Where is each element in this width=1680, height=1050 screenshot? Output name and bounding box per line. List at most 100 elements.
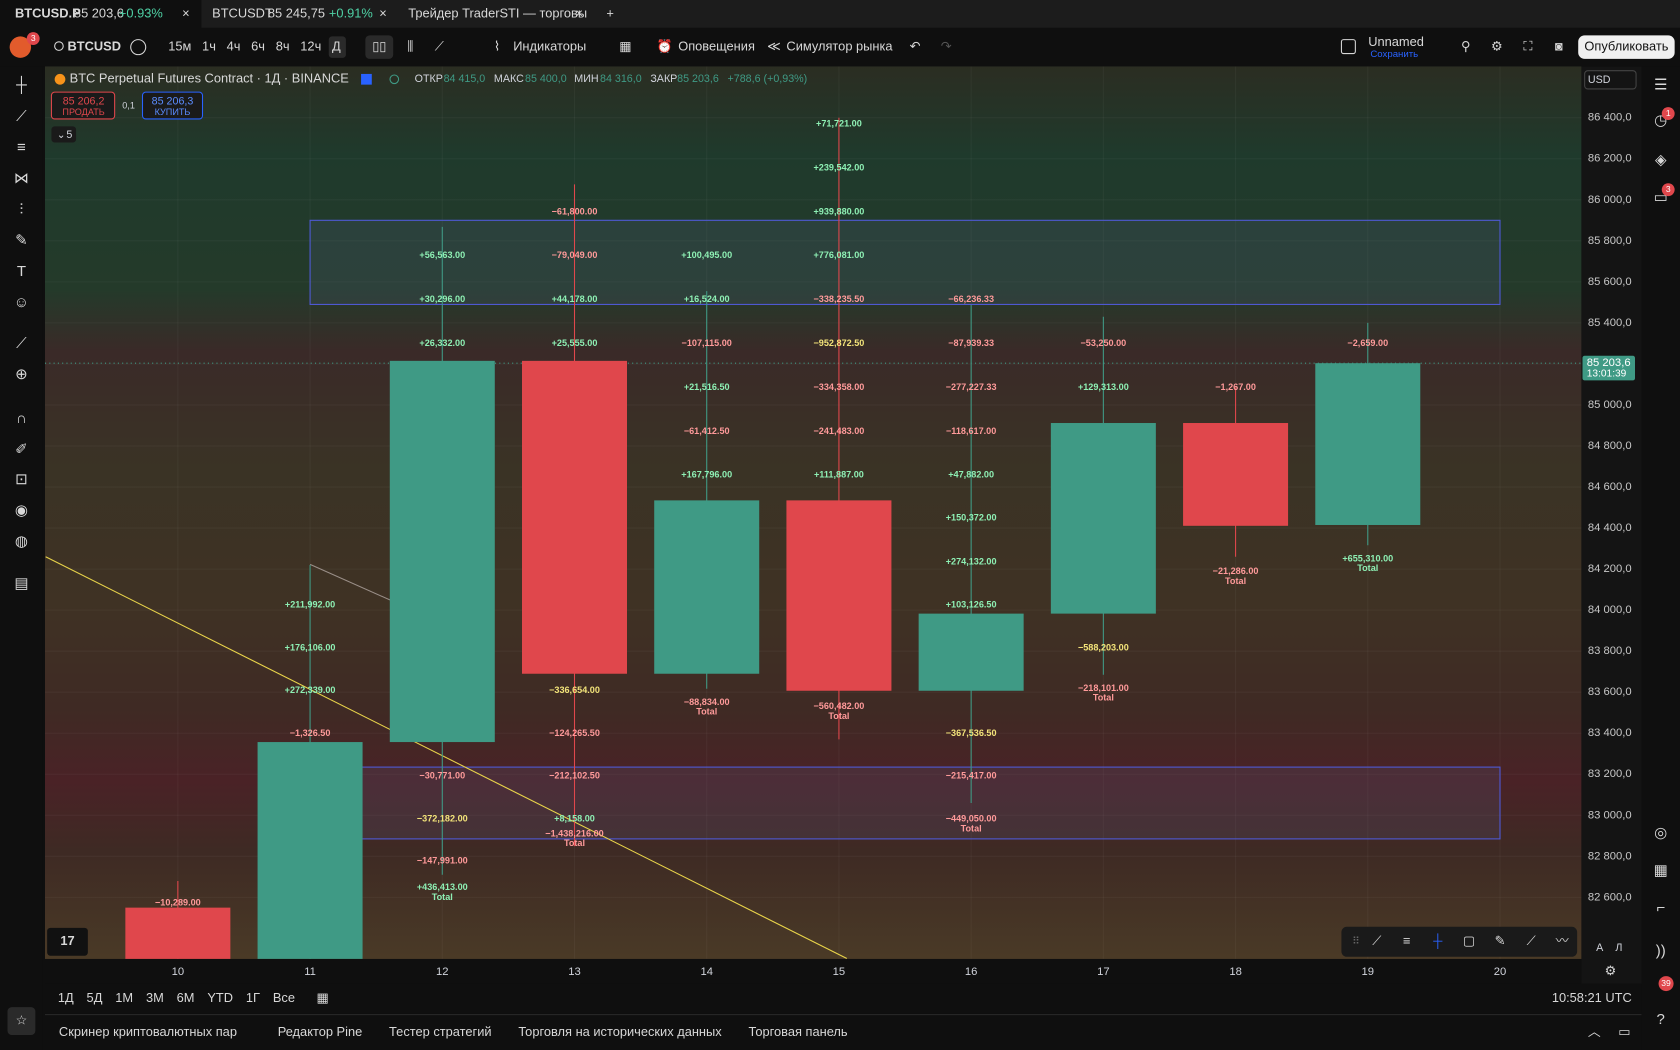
- footprint-label: +655,310.00: [1342, 553, 1393, 563]
- publish-button[interactable]: [1578, 35, 1675, 59]
- interval[interactable]: Д: [332, 39, 341, 54]
- tab-active[interactable]: [0, 0, 202, 28]
- tool[interactable]: ⟋: [1372, 933, 1382, 948]
- range-button[interactable]: 6М: [177, 990, 195, 1005]
- save-label[interactable]: Сохранить: [1370, 49, 1418, 60]
- bar-type-icon[interactable]: ⫼: [407, 39, 413, 54]
- tool-icon[interactable]: ▤: [14, 575, 28, 592]
- layout-icon[interactable]: [1340, 39, 1356, 55]
- chart-type[interactable]: [365, 35, 394, 59]
- panel-tab[interactable]: Редактор Pine: [278, 1024, 363, 1039]
- tab-symbol[interactable]: BTCUSDT: [212, 5, 273, 20]
- tab-close[interactable]: ×: [182, 5, 190, 20]
- currency-select[interactable]: [1584, 70, 1637, 90]
- tool[interactable]: ≡: [1403, 933, 1411, 948]
- tool-icon[interactable]: ☺: [14, 294, 29, 311]
- tool[interactable]: ⟋: [1527, 933, 1537, 948]
- sidebar-icon[interactable]: ?: [1657, 1011, 1665, 1028]
- tool-icon[interactable]: ⋈: [14, 170, 29, 187]
- avatar[interactable]: [9, 36, 32, 58]
- range-button[interactable]: 1Д: [58, 990, 74, 1005]
- panel-tab[interactable]: Торговая панель: [748, 1024, 847, 1039]
- snapshot[interactable]: ◙: [1555, 39, 1563, 54]
- range-button[interactable]: 5Д: [87, 990, 103, 1005]
- sidebar-icon[interactable]: )): [1656, 942, 1666, 959]
- range-button[interactable]: 3М: [146, 990, 164, 1005]
- redo[interactable]: ↷: [941, 39, 952, 54]
- undo[interactable]: ↶: [910, 39, 921, 54]
- tool[interactable]: ┼: [1432, 933, 1443, 949]
- tool-icon[interactable]: ✎: [15, 232, 28, 249]
- symbol-search[interactable]: BTCUSD: [68, 39, 122, 54]
- replay-button[interactable]: Симулятор рынка: [786, 39, 893, 54]
- new-tab[interactable]: +: [606, 5, 614, 20]
- templates-icon[interactable]: ▦: [619, 39, 631, 54]
- range-button[interactable]: Все: [273, 990, 295, 1005]
- tab-title[interactable]: Трейдер TraderSTI — торговы: [408, 5, 587, 20]
- layout-name[interactable]: Unnamed: [1368, 34, 1424, 49]
- panel-tab[interactable]: Торговля на исторических данных: [518, 1024, 722, 1039]
- alerts-button[interactable]: Оповещения: [678, 39, 755, 54]
- range-button[interactable]: 1Г: [246, 990, 260, 1005]
- tool-icon[interactable]: ◍: [15, 533, 28, 550]
- sidebar-icon[interactable]: ☰: [1654, 77, 1667, 94]
- interval[interactable]: 12ч: [300, 39, 321, 54]
- tool[interactable]: ▢: [1463, 933, 1475, 948]
- panel-tab[interactable]: Скринер криптовалютных пар: [59, 1024, 237, 1039]
- tool-icon[interactable]: ✐: [15, 441, 28, 458]
- sidebar-icon[interactable]: ▦: [1654, 862, 1668, 879]
- fullscreen[interactable]: ⛶: [1522, 39, 1533, 54]
- tool-icon[interactable]: ⊡: [15, 471, 28, 488]
- tab-close[interactable]: ×: [379, 5, 387, 20]
- sidebar-icon[interactable]: ⌐: [1656, 900, 1665, 917]
- scale-mode[interactable]: А: [1596, 942, 1604, 954]
- interval[interactable]: 4ч: [227, 39, 241, 54]
- tool-icon[interactable]: ∩: [16, 410, 27, 427]
- replay-icon[interactable]: ≪: [767, 39, 780, 54]
- tool-icon[interactable]: ≡: [17, 139, 26, 156]
- indicators-icon[interactable]: ⌇: [494, 39, 500, 54]
- footprint-label: +176,106.00: [285, 642, 336, 652]
- tool-icon[interactable]: T: [17, 263, 26, 280]
- footprint-label: +239,542.00: [814, 162, 865, 172]
- sidebar-icon[interactable]: ◎: [1654, 825, 1667, 842]
- axis-settings[interactable]: ⚙: [1605, 963, 1617, 978]
- panel-tab[interactable]: Тестер стратегий: [389, 1024, 492, 1039]
- tool-icon[interactable]: ⟋: [16, 335, 27, 352]
- interval[interactable]: 15м: [168, 39, 191, 54]
- maximize-panel[interactable]: ▭: [1618, 1024, 1630, 1039]
- tool[interactable]: ✎: [1495, 933, 1506, 948]
- favorites[interactable]: [7, 1007, 36, 1035]
- range-button[interactable]: YTD: [207, 990, 233, 1005]
- drag-handle[interactable]: ⠿: [1352, 936, 1360, 948]
- indicators-button[interactable]: Индикаторы: [513, 39, 586, 54]
- tab-price: 85 245,75: [268, 5, 325, 20]
- settings[interactable]: ⚙: [1491, 39, 1503, 54]
- goto-date[interactable]: ▦: [316, 990, 328, 1005]
- line-type-icon[interactable]: ⟋: [435, 39, 445, 54]
- tab-change: +0.93%: [119, 5, 163, 20]
- tool-icon[interactable]: ⟋: [16, 108, 27, 125]
- interval[interactable]: 8ч: [276, 39, 290, 54]
- buy-button[interactable]: [141, 91, 204, 120]
- interval[interactable]: 1ч: [202, 39, 216, 54]
- tool-icon[interactable]: ◉: [15, 502, 28, 519]
- footprint-label: −215,417.00: [946, 771, 997, 781]
- quick-search[interactable]: ⚲: [1461, 39, 1470, 54]
- sidebar-icon[interactable]: ◈: [1655, 152, 1667, 169]
- alerts-icon[interactable]: ⏰: [657, 38, 673, 54]
- tool-icon[interactable]: ┼: [15, 76, 27, 95]
- tool-icon[interactable]: ⫶: [20, 201, 24, 218]
- interval[interactable]: 6ч: [251, 39, 265, 54]
- sell-button[interactable]: [50, 91, 116, 120]
- compare-icon[interactable]: [130, 39, 147, 56]
- tool-icon[interactable]: ⊕: [15, 366, 28, 383]
- tool[interactable]: 〰: [1556, 933, 1569, 948]
- footprint-label: −53,250.00: [1080, 338, 1126, 348]
- scale-mode[interactable]: Л: [1615, 942, 1622, 954]
- footprint-total: Total: [961, 823, 982, 833]
- collapse-panel[interactable]: ︿: [1588, 1024, 1601, 1039]
- indicators-toggle[interactable]: [51, 126, 77, 143]
- tab-close[interactable]: ×: [575, 5, 583, 20]
- range-button[interactable]: 1М: [115, 990, 133, 1005]
